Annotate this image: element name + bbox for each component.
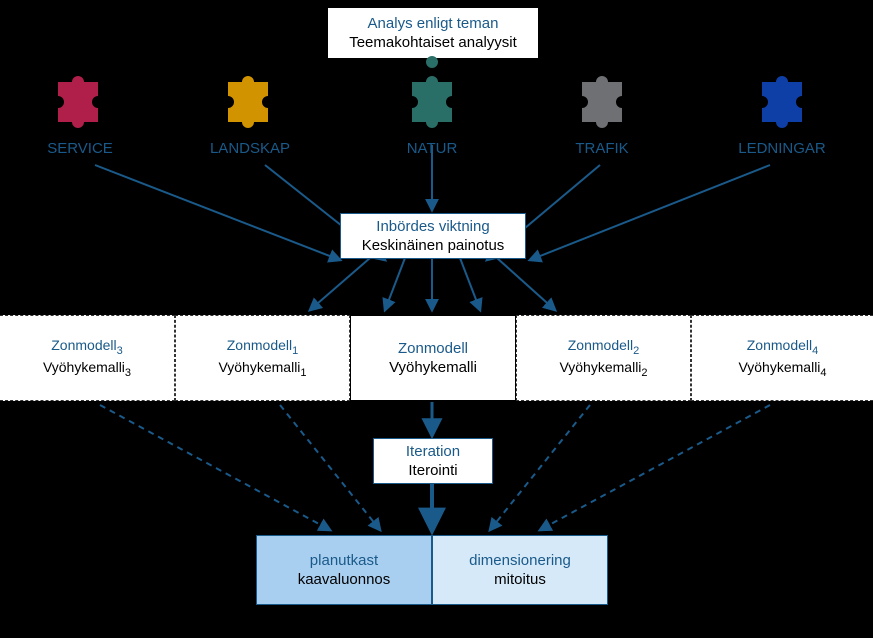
puzzle-natur	[402, 70, 462, 130]
zonmodell-1-box: Zonmodell1 Vyöhykemalli1	[175, 315, 350, 401]
label-landskap: LANDSKAP	[180, 140, 320, 157]
zonmodell-center-box: Zonmodell Vyöhykemalli	[350, 315, 516, 401]
puzzle-trafik	[572, 70, 632, 130]
iteration-fi: Iterointi	[408, 461, 457, 481]
puzzle-landskap	[218, 70, 278, 130]
zonmodell-4-box: Zonmodell4 Vyöhykemalli4	[691, 315, 873, 401]
puzzle-ledningar	[752, 70, 812, 130]
weighting-fi: Keskinäinen painotus	[362, 236, 505, 256]
zonmodell-4-sv: Zonmodell4	[747, 336, 819, 358]
result-planutkast-fi: kaavaluonnos	[298, 570, 391, 590]
label-natur: NATUR	[362, 140, 502, 157]
zonmodell-3-fi: Vyöhykemalli3	[43, 358, 131, 380]
label-ledningar: LEDNINGAR	[712, 140, 852, 157]
zonmodell-1-sv: Zonmodell1	[227, 336, 299, 358]
zonmodell-3-box: Zonmodell3 Vyöhykemalli3	[0, 315, 175, 401]
result-dimensionering-fi: mitoitus	[494, 570, 546, 590]
iteration-sv: Iteration	[406, 442, 460, 462]
zonmodell-2-box: Zonmodell2 Vyöhykemalli2	[516, 315, 691, 401]
weighting-box: Inbördes viktning Keskinäinen painotus	[340, 213, 526, 259]
puzzle-service	[48, 70, 108, 130]
result-dimensionering-sv: dimensionering	[469, 551, 571, 571]
zonmodell-2-sv: Zonmodell2	[568, 336, 640, 358]
zonmodell-4-fi: Vyöhykemalli4	[738, 358, 826, 380]
weighting-sv: Inbördes viktning	[376, 217, 489, 237]
header-sv: Analys enligt teman	[368, 14, 499, 34]
zonmodell-center-sv: Zonmodell	[398, 339, 468, 359]
zonmodell-center-fi: Vyöhykemalli	[389, 358, 477, 378]
result-planutkast: planutkast kaavaluonnos	[256, 535, 432, 605]
label-service: SERVICE	[10, 140, 150, 157]
result-planutkast-sv: planutkast	[310, 551, 378, 571]
header-box: Analys enligt teman Teemakohtaiset analy…	[328, 8, 538, 58]
zonmodell-1-fi: Vyöhykemalli1	[218, 358, 306, 380]
zonmodell-3-sv: Zonmodell3	[51, 336, 123, 358]
header-fi: Teemakohtaiset analyysit	[349, 33, 517, 53]
zonmodell-2-fi: Vyöhykemalli2	[559, 358, 647, 380]
header-connector-dot	[426, 56, 438, 68]
label-trafik: TRAFIK	[532, 140, 672, 157]
result-dimensionering: dimensionering mitoitus	[432, 535, 608, 605]
iteration-box: Iteration Iterointi	[373, 438, 493, 484]
